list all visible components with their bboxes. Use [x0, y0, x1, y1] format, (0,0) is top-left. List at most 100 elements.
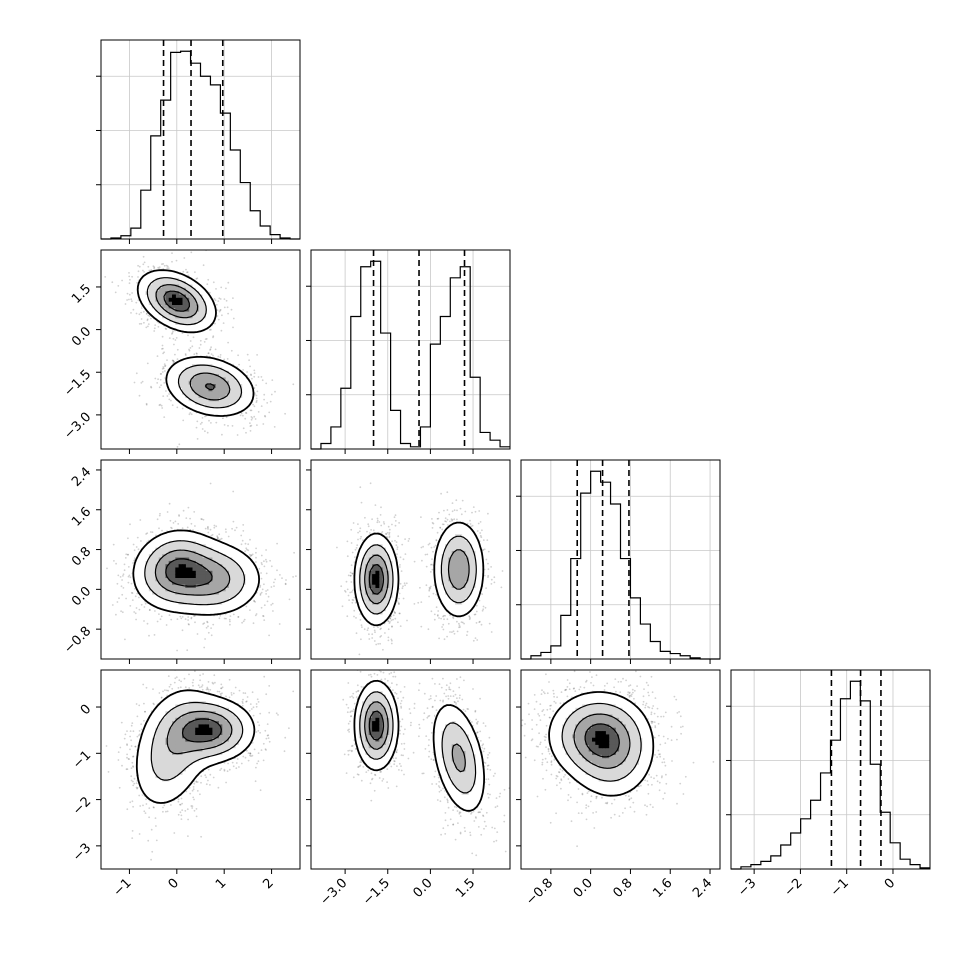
density-cell — [185, 360, 190, 365]
density-cell — [225, 600, 229, 605]
density-cell — [188, 357, 193, 362]
density-cell — [175, 384, 180, 388]
scatter-point — [196, 420, 199, 423]
scatter-point — [181, 332, 184, 334]
scatter-point — [158, 613, 160, 615]
scatter-point — [253, 387, 256, 389]
scatter-point — [203, 341, 206, 343]
scatter-point — [111, 281, 114, 284]
scatter-point — [166, 267, 169, 269]
density-cell — [198, 397, 203, 402]
density-cell — [211, 380, 216, 385]
density-cell — [178, 281, 183, 286]
density-cell — [238, 387, 243, 392]
density-cell — [155, 600, 160, 605]
scatter-point — [199, 423, 202, 425]
scatter-point — [263, 604, 266, 607]
scatter-point — [152, 265, 155, 268]
density-cell — [155, 281, 160, 286]
density-cell — [211, 410, 216, 415]
scatter-point — [216, 315, 219, 317]
density-cell — [168, 291, 173, 296]
scatter-point — [202, 518, 205, 521]
scatter-point — [156, 620, 159, 623]
density-cell — [178, 384, 183, 388]
density-cell — [211, 400, 216, 405]
density-cell — [175, 324, 180, 329]
scatter-point — [248, 359, 251, 362]
scatter-point — [216, 536, 219, 539]
density-cell — [178, 284, 183, 289]
scatter-point — [176, 358, 179, 360]
density-cell — [168, 301, 173, 305]
scatter-point — [260, 554, 263, 557]
density-cell — [195, 403, 200, 408]
scatter-point — [255, 384, 258, 386]
density-cell — [182, 397, 186, 402]
scatter-point — [185, 517, 188, 519]
density-cell — [185, 287, 190, 292]
density-cell — [158, 604, 163, 608]
density-cell — [155, 307, 160, 312]
scatter-point — [237, 616, 240, 618]
scatter-point — [253, 599, 256, 602]
density-cell — [155, 271, 160, 276]
density-cell — [175, 370, 180, 375]
scatter-point — [162, 366, 165, 368]
density-cell — [158, 307, 163, 312]
scatter-point — [225, 416, 228, 419]
density-cell — [215, 380, 219, 385]
scatter-point — [261, 588, 264, 591]
scatter-point — [127, 298, 130, 301]
scatter-point — [135, 607, 138, 609]
scatter-point — [219, 309, 222, 312]
scatter-point — [212, 354, 214, 357]
density-cell — [152, 277, 156, 282]
scatter-point — [210, 634, 213, 637]
density-cell — [201, 377, 206, 382]
scatter-point — [265, 558, 267, 561]
scatter-point — [174, 339, 177, 341]
density-cell — [238, 604, 243, 608]
scatter-point — [256, 390, 259, 393]
scatter-point — [125, 553, 128, 556]
density-cell — [165, 604, 170, 608]
density-cell — [195, 370, 200, 375]
scatter-point — [232, 490, 235, 493]
density-cell — [238, 374, 243, 378]
density-cell — [201, 324, 206, 329]
scatter-point — [252, 403, 255, 406]
scatter-point — [265, 549, 267, 551]
scatter-point — [262, 615, 264, 617]
density-cell — [235, 394, 239, 398]
scatter-point — [244, 542, 247, 545]
density-cell — [188, 374, 193, 378]
density-cell — [185, 374, 190, 378]
scatter-point — [262, 615, 265, 618]
density-cell — [241, 403, 246, 408]
scatter-point — [168, 337, 171, 339]
density-cell — [152, 271, 156, 276]
scatter-point — [192, 336, 195, 339]
scatter-point — [150, 386, 153, 389]
scatter-point — [218, 617, 221, 620]
scatter-point — [195, 278, 198, 280]
density-cell — [198, 327, 203, 332]
density-cell — [195, 380, 200, 385]
scatter-point — [243, 618, 246, 621]
density-cell — [248, 587, 253, 592]
scatter-point — [194, 614, 196, 617]
scatter-point — [208, 329, 211, 331]
scatter-point — [210, 627, 213, 629]
density-cell — [198, 407, 203, 412]
density-cell — [195, 367, 200, 372]
density-cell — [138, 281, 143, 286]
density-cell — [195, 400, 200, 405]
density-cell — [205, 377, 210, 382]
scatter-point — [236, 434, 239, 436]
density-cell — [188, 360, 193, 365]
density-cell — [221, 407, 226, 412]
density-cell — [172, 390, 176, 395]
scatter-point — [195, 352, 198, 355]
scatter-point — [158, 514, 161, 517]
